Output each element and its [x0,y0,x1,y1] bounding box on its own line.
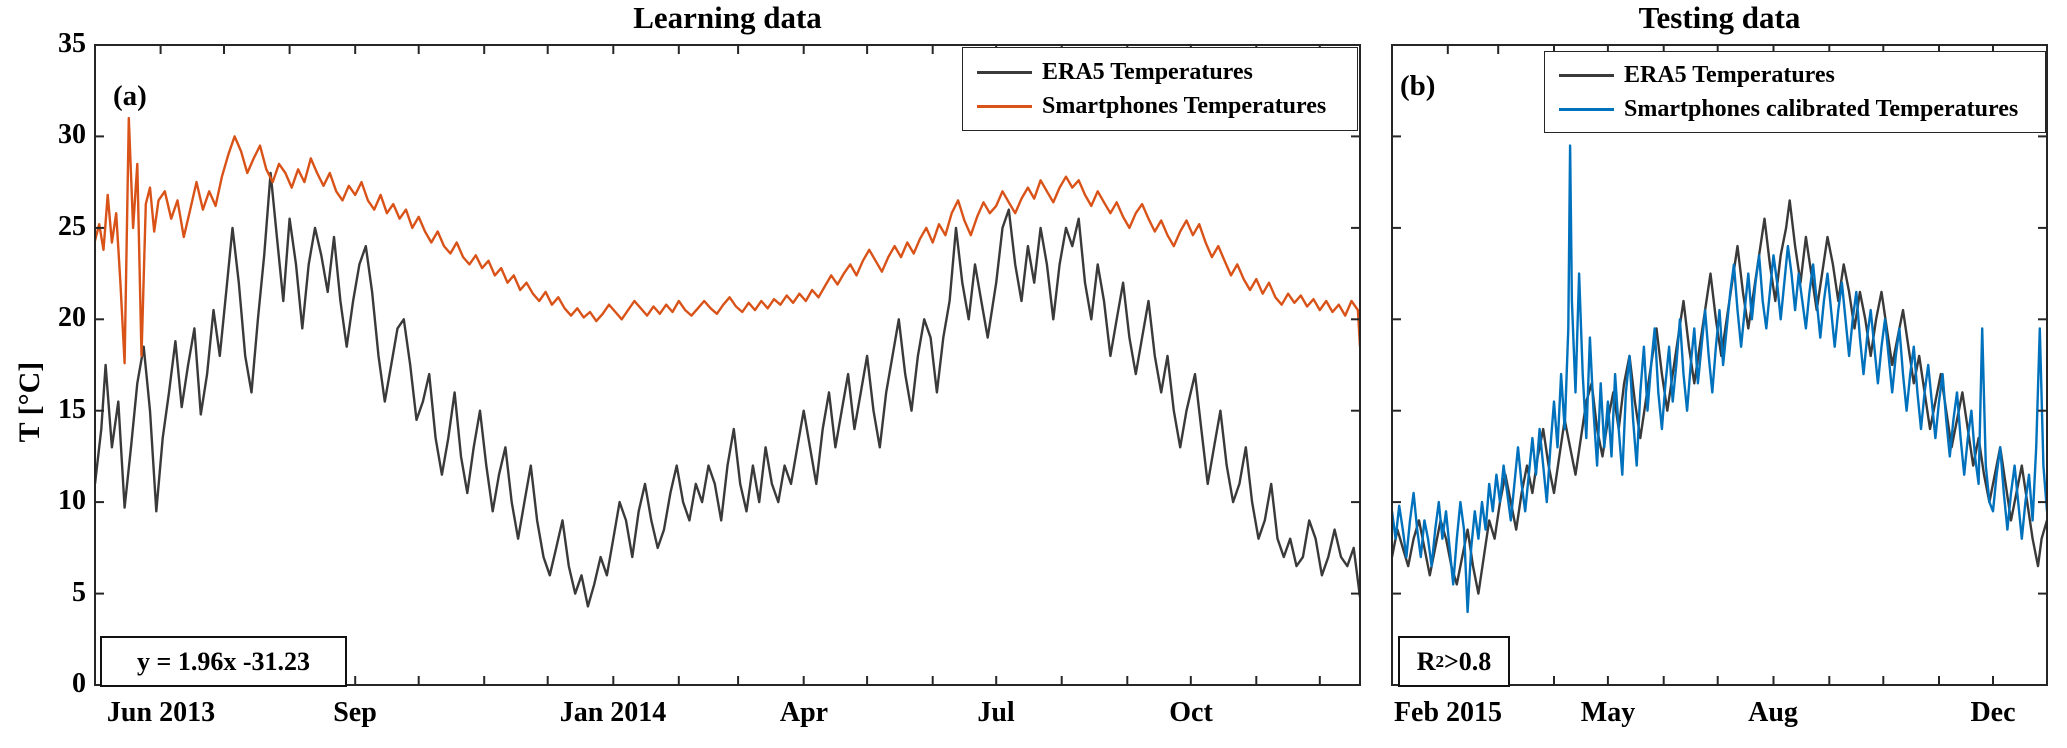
regression-equation-box: y = 1.96x -31.23 [100,636,347,687]
y-tick-label: 35 [58,28,86,59]
r-squared-rest: >0.8 [1443,646,1492,676]
x-tick-label: Feb 2015 [1393,697,1503,728]
legend-line-sample [977,104,1032,108]
y-tick-label: 0 [72,668,86,699]
y-tick-label: 15 [58,394,86,425]
legend-label: Smartphones calibrated Temperatures [1624,96,2019,122]
legend-entry-smartphones-temperatures: Smartphones Temperatures [963,90,1357,122]
panel-b-legend: ERA5 Temperatures Smartphones calibrated … [1544,51,2046,133]
y-tick-label: 20 [58,302,86,333]
panel-learning-border [94,44,1361,686]
legend-entry-era5-temperatures: ERA5 Temperatures [963,56,1357,88]
series-line-era5-temperatures [1392,199,2047,595]
panel-a-legend: ERA5 Temperatures Smartphones Temperature… [962,47,1358,131]
x-tick-label: Jun 2013 [106,697,216,728]
legend-entry-smartphones-calibrated-temperatures: Smartphones calibrated Temperatures [1545,93,2045,125]
y-tick-label: 30 [58,119,86,150]
y-tick-label: 10 [58,485,86,516]
legend-line-sample [1559,73,1614,77]
r-squared-base: R [1416,646,1436,676]
regression-equation-text: y = 1.96x -31.23 [137,646,310,676]
panel-a-label: (a) [113,80,147,112]
series-line-smartphones-temperatures [95,116,1360,365]
x-tick-label: Oct [1169,697,1213,728]
x-tick-label: Dec [1970,697,2016,728]
x-tick-label: Apr [779,697,829,728]
legend-line-sample [977,70,1032,74]
series-line-era5-temperatures [95,171,1360,608]
x-tick-label: Aug [1748,697,1798,728]
x-tick-label: May [1580,697,1636,728]
panel-testing-border [1391,44,2048,686]
y-tick-label: 25 [58,211,86,242]
legend-label: ERA5 Temperatures [1042,59,1253,85]
x-tick-label: Jul [977,697,1015,728]
x-tick-label: Sep [333,697,377,728]
panel-a-title: Learning data [633,0,822,35]
x-tick-label: Jan 2014 [559,697,667,728]
legend-label: ERA5 Temperatures [1624,62,1835,88]
legend-entry-era5-temperatures: ERA5 Temperatures [1545,59,2045,91]
legend-line-sample [1559,107,1614,111]
panel-b-title: Testing data [1638,0,1801,35]
legend-label: Smartphones Temperatures [1042,93,1327,119]
r-squared-box: R 2 >0.8 [1398,636,1510,687]
panel-b-label: (b) [1400,70,1436,102]
y-tick-label: 5 [72,577,86,608]
series-line-smartphones-calibrated-temperatures [1392,144,2047,614]
